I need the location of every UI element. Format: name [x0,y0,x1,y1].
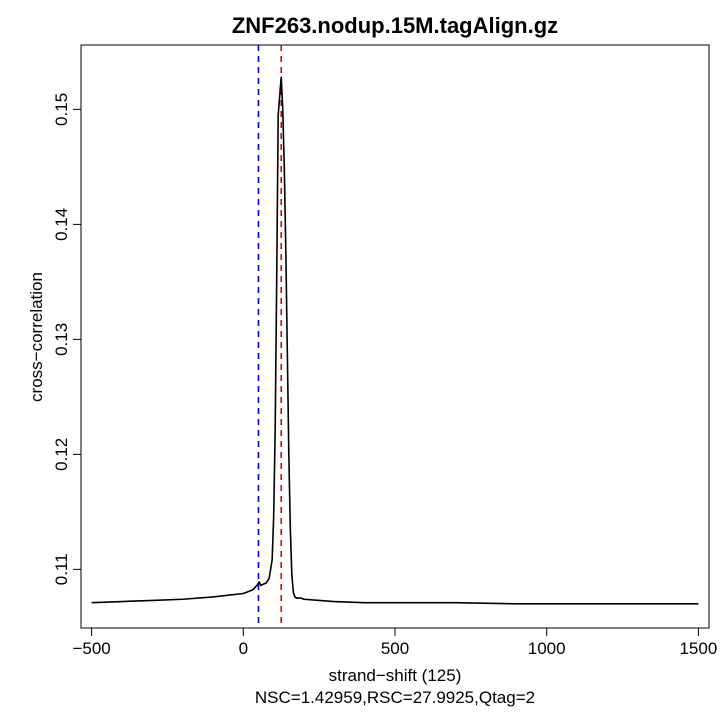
y-tick-label: 0.15 [52,93,71,126]
x-tick-label: 500 [381,639,409,658]
y-tick-label: 0.13 [52,323,71,356]
y-tick-label: 0.14 [52,208,71,241]
series-group [91,76,699,605]
y-tick-label: 0.11 [52,553,71,585]
y-axis: 0.11 0.12 0.13 0.14 0.15 [52,93,81,585]
plot-area-border [80,44,710,629]
x-axis-label: strand−shift (125) [329,666,462,685]
x-axis: −500 0 500 1000 1500 [72,628,717,658]
y-tick-label: 0.12 [52,438,71,471]
x-tick-label: 0 [239,639,248,658]
chart-title: ZNF263.nodup.15M.tagAlign.gz [232,13,558,38]
x-tick-label: 1500 [679,639,717,658]
reference-lines [257,45,283,628]
y-axis-label: cross−correlation [27,272,46,402]
cross-correlation-line [91,76,699,605]
chart-subtitle: NSC=1.42959,RSC=27.9925,Qtag=2 [255,688,535,707]
x-tick-label: −500 [72,639,110,658]
x-tick-label: 1000 [528,639,566,658]
